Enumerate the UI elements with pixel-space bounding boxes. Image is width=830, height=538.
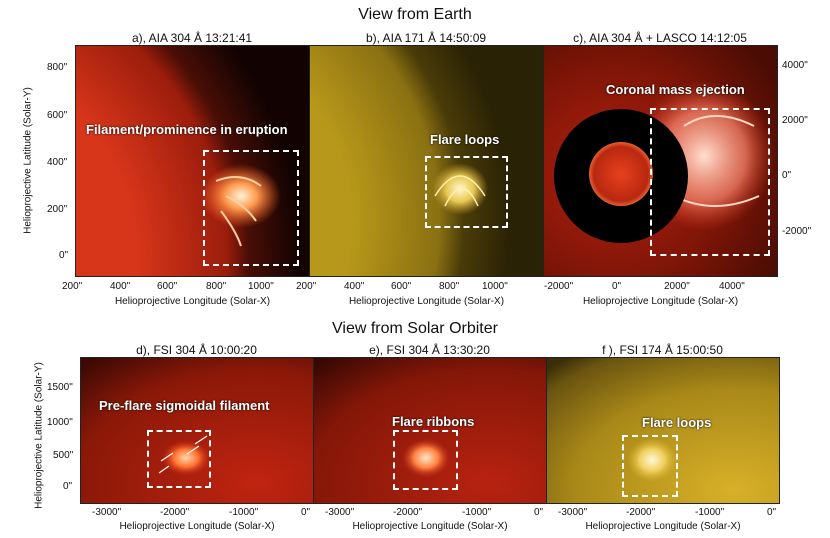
panel-f-x-tick: -2000" (626, 507, 656, 518)
top-y-tick: 800" (47, 62, 68, 73)
panel-b-title: b), AIA 171 Å 14:50:09 (365, 31, 487, 45)
panel-d-sun-image (81, 358, 313, 503)
panel-a-sun-image (76, 46, 309, 276)
panel-d-image: Pre-flare sigmoidal filament (80, 357, 314, 504)
top-y-tick: 0" (59, 250, 69, 261)
panel-f-x-tick: 0" (767, 507, 777, 518)
panel-a-title: a), AIA 304 Å 13:21:41 (131, 31, 253, 45)
panel-c-x-tick: -2000" (544, 281, 574, 292)
panel-a-x-tick: 1000" (248, 281, 274, 292)
panel-d-x-tick: 0" (301, 507, 311, 518)
panel-c-image: Coronal mass ejection (543, 45, 778, 277)
panel-f-sun-image (547, 358, 779, 503)
panel-b-x-axis-label: Helioprojective Longitude (Solar-X) (348, 296, 505, 307)
bottom-y-tick: 500" (53, 450, 74, 461)
panel-e-x-tick: -2000" (393, 507, 423, 518)
panel-c-y-tick: 0" (782, 170, 792, 181)
panel-f-x-tick: -1000" (695, 507, 725, 518)
bottom-y-axis-label: Helioprojective Latitude (Solar-Y) (33, 362, 45, 509)
panel-f-image: Flare loops (546, 357, 780, 504)
panel-b-annotation: Flare loops (430, 132, 500, 147)
panel-b-x-tick: 200" (296, 281, 317, 292)
section-title-solar-orbiter: View from Solar Orbiter (332, 320, 498, 337)
bottom-y-tick: 0" (63, 481, 73, 492)
top-y-tick: 600" (47, 110, 68, 121)
bottom-y-tick: 1500" (47, 382, 73, 393)
panel-e-x-tick: 0" (534, 507, 544, 518)
panel-c-lasco-image (544, 46, 777, 276)
panel-b-x-tick: 1000" (482, 281, 508, 292)
panel-c-x-axis-label: Helioprojective Longitude (Solar-X) (582, 296, 739, 307)
panel-c-dashed-box (650, 108, 770, 256)
top-y-tick: 400" (47, 157, 68, 168)
panel-d-x-tick: -1000" (229, 507, 259, 518)
panel-a-x-axis-label: Helioprojective Longitude (Solar-X) (114, 296, 271, 307)
panel-f-x-axis-label: Helioprojective Longitude (Solar-X) (585, 521, 741, 532)
panel-e-x-axis-label: Helioprojective Longitude (Solar-X) (352, 521, 508, 532)
panel-c-x-tick: 2000" (664, 281, 690, 292)
section-title-earth: View from Earth (358, 6, 472, 23)
panel-d-dashed-box (147, 430, 211, 488)
panel-a-x-tick: 800" (206, 281, 227, 292)
panel-a-x-tick: 200" (62, 281, 83, 292)
panel-e-annotation: Flare ribbons (392, 414, 475, 429)
panel-d-x-tick: -3000" (92, 507, 122, 518)
panel-b-x-tick: 600" (391, 281, 412, 292)
panel-a-image: Filament/prominence in eruption (75, 45, 310, 277)
top-y-axis-label: Helioprojective Latitude (Solar-Y) (22, 87, 34, 234)
panel-a-annotation: Filament/prominence in eruption (86, 122, 288, 137)
panel-b-image: Flare loops (309, 45, 544, 277)
panel-c-title: c), AIA 304 Å + LASCO 14:12:05 (573, 31, 747, 45)
panel-e-image: Flare ribbons (313, 357, 547, 504)
panel-d-x-axis-label: Helioprojective Longitude (Solar-X) (119, 521, 275, 532)
panel-d-title: d), FSI 304 Å 10:00:20 (136, 343, 257, 357)
panel-b-x-tick: 800" (439, 281, 460, 292)
top-y-tick: 200" (47, 204, 68, 215)
panel-e-dashed-box (393, 430, 458, 490)
panel-f-annotation: Flare loops (642, 415, 712, 430)
panel-c-y-tick: 4000" (782, 60, 808, 71)
panel-a-dashed-box (203, 150, 299, 266)
panel-c-x-tick: 0" (612, 281, 622, 292)
panel-c-x-tick: 4000" (719, 281, 745, 292)
bottom-y-tick: 1000" (47, 417, 73, 428)
panel-a-x-tick: 600" (157, 281, 178, 292)
panel-d-annotation: Pre-flare sigmoidal filament (99, 398, 270, 413)
panel-f-x-tick: -3000" (558, 507, 588, 518)
panel-b-dashed-box (425, 156, 508, 228)
panel-b-x-tick: 400" (344, 281, 365, 292)
panel-f-title: f ), FSI 174 Å 15:00:50 (602, 343, 723, 357)
panel-d-x-tick: -2000" (160, 507, 190, 518)
panel-c-annotation: Coronal mass ejection (606, 82, 745, 97)
panel-e-title: e), FSI 304 Å 13:30:20 (369, 343, 490, 357)
panel-c-y-tick: 2000" (782, 115, 808, 126)
panel-f-dashed-box (622, 435, 678, 497)
panel-a-x-tick: 400" (110, 281, 131, 292)
panel-c-y-tick: -2000" (782, 226, 812, 237)
panel-e-x-tick: -1000" (462, 507, 492, 518)
panel-e-x-tick: -3000" (325, 507, 355, 518)
